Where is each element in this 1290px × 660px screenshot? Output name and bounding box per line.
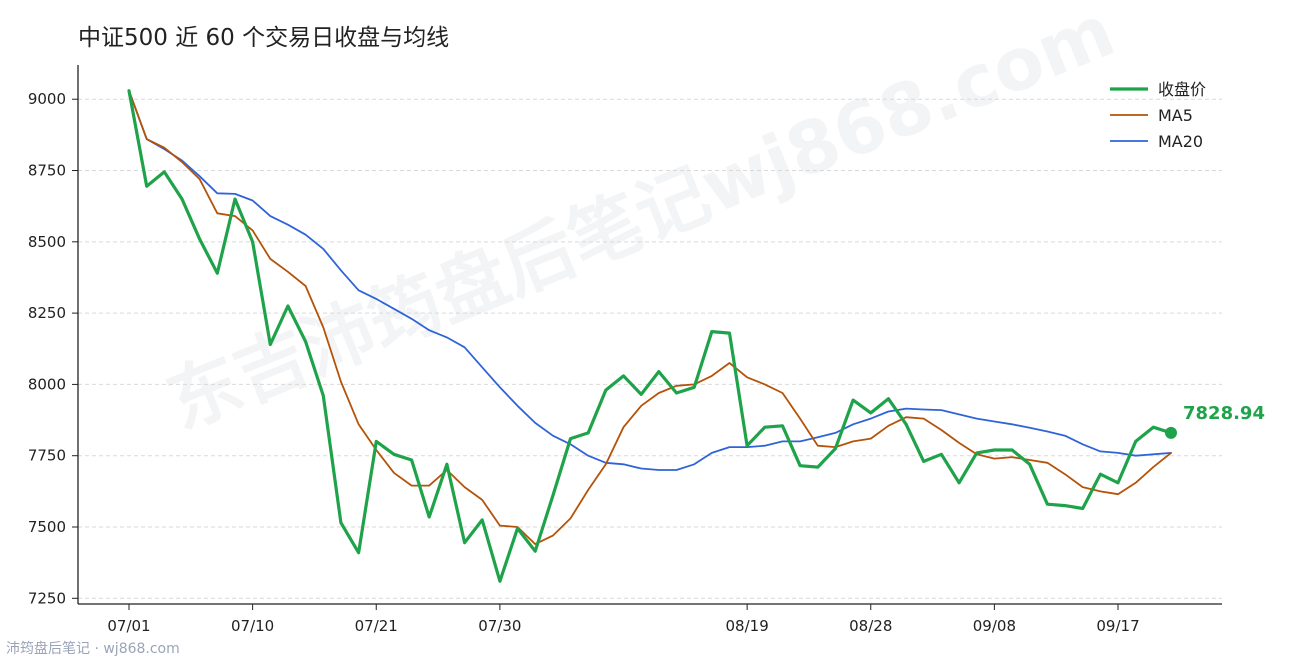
- y-axis-ticks: 7250 7500 7750 8000 8250 8500 8750 9000: [28, 90, 78, 607]
- series-lines: [127, 89, 1173, 583]
- legend-label-2: MA20: [1158, 132, 1203, 151]
- axes: [77, 65, 1222, 605]
- legend-label-0: 收盘价: [1158, 80, 1206, 99]
- y-tick-label-7750: 7750: [28, 447, 66, 465]
- last-value-dot: [1165, 426, 1177, 439]
- series-line-close: [127, 89, 1173, 583]
- series-line-ma20: [128, 89, 1172, 471]
- y-tick-label-7500: 7500: [28, 518, 66, 536]
- x-tick-label-09/08: 09/08: [973, 617, 1016, 635]
- series-line-ma5: [128, 89, 1172, 545]
- legend-label-1: MA5: [1158, 106, 1193, 125]
- x-tick-label-08/28: 08/28: [849, 617, 892, 635]
- chart-title: 中证500 近 60 个交易日收盘与均线: [78, 25, 450, 51]
- last-value-label: 7828.94: [1183, 403, 1265, 424]
- y-tick-label-8000: 8000: [28, 375, 66, 393]
- grid-lines: [78, 98, 1222, 599]
- x-tick-label-07/21: 07/21: [355, 617, 398, 635]
- x-tick-label-09/17: 09/17: [1096, 617, 1139, 635]
- y-tick-label-8750: 8750: [28, 162, 66, 180]
- last-value-marker: 7828.94: [1165, 403, 1265, 439]
- x-tick-label-07/30: 07/30: [478, 617, 521, 635]
- x-tick-label-07/01: 07/01: [107, 617, 150, 635]
- y-tick-label-8500: 8500: [28, 233, 66, 251]
- x-axis-ticks: 07/01 07/10 07/21 07/30 08/19 08/28 09/08 09/17: [107, 604, 1140, 635]
- y-tick-label-9000: 9000: [28, 90, 66, 108]
- x-tick-label-07/10: 07/10: [231, 617, 274, 635]
- y-tick-label-7250: 7250: [28, 589, 66, 607]
- x-tick-label-08/19: 08/19: [726, 617, 769, 635]
- y-tick-label-8250: 8250: [28, 304, 66, 322]
- legend: 收盘价 MA5 MA20: [1110, 80, 1206, 151]
- footer-credit: 沛筠盘后笔记 · wj868.com: [6, 641, 180, 657]
